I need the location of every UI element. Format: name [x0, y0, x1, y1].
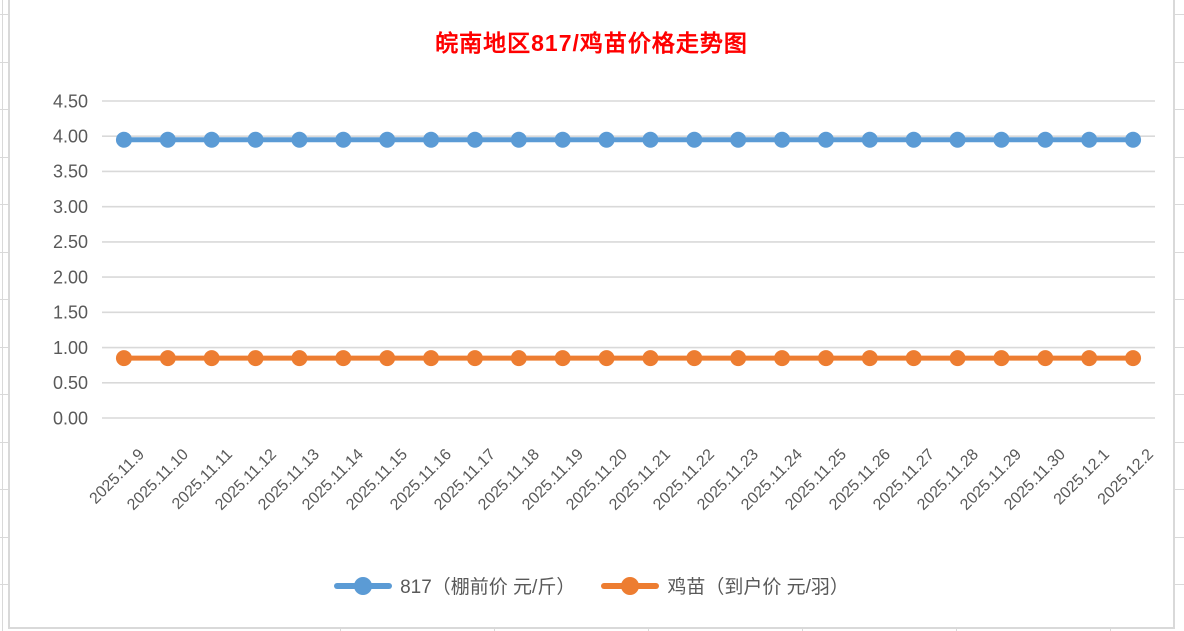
- spreadsheet-gridline: [1175, 14, 1184, 15]
- spreadsheet-gridline: [1175, 489, 1184, 490]
- spreadsheet-gridline: [0, 394, 8, 395]
- data-point: [905, 131, 922, 148]
- legend: 817（棚前价 元/斤） 鸡苗（到户价 元/羽）: [10, 572, 1173, 599]
- spreadsheet-gridline: [1175, 584, 1184, 585]
- y-axis-tick-label: 1.50: [53, 303, 88, 323]
- spreadsheet-gridline: [0, 584, 8, 585]
- spreadsheet-gridline: [0, 61, 8, 63]
- legend-item-817: 817（棚前价 元/斤）: [334, 572, 575, 599]
- data-point: [1081, 350, 1098, 367]
- data-point: [598, 350, 615, 367]
- data-point: [817, 131, 834, 148]
- spreadsheet-gridline: [0, 346, 8, 348]
- data-point: [861, 131, 878, 148]
- data-point: [949, 350, 966, 367]
- data-point: [1037, 350, 1054, 367]
- spreadsheet-gridline: [0, 156, 8, 158]
- spreadsheet-gridline: [1175, 156, 1184, 158]
- data-point: [1037, 131, 1054, 148]
- y-axis-tick-label: 3.50: [53, 162, 88, 182]
- spreadsheet-gridline: [1175, 536, 1184, 538]
- data-point: [423, 131, 440, 148]
- data-point: [861, 350, 878, 367]
- spreadsheet-gridline: [1175, 204, 1184, 205]
- data-point: [993, 350, 1010, 367]
- spreadsheet-gridline: [0, 489, 8, 490]
- y-axis-tick-label: 0.50: [53, 373, 88, 393]
- data-point: [247, 350, 264, 367]
- data-point: [291, 131, 308, 148]
- spreadsheet-gridline: [1175, 109, 1184, 110]
- data-point: [774, 131, 791, 148]
- data-point: [1125, 131, 1142, 148]
- data-point: [993, 131, 1010, 148]
- spreadsheet-gridline: [0, 14, 8, 15]
- data-point: [774, 350, 791, 367]
- y-axis-tick-label: 4.00: [53, 127, 88, 147]
- data-point: [1081, 131, 1098, 148]
- chart-frame: 皖南地区817/鸡苗价格走势图 0.00 0.50 1.00 1.50 2.00 2.50…: [8, 0, 1175, 629]
- data-point: [423, 350, 440, 367]
- data-point: [291, 350, 308, 367]
- data-point: [686, 350, 703, 367]
- data-point: [379, 350, 396, 367]
- data-point: [686, 131, 703, 148]
- data-point: [1125, 350, 1142, 367]
- data-point: [335, 131, 352, 148]
- legend-item-jimiao: 鸡苗（到户价 元/羽）: [601, 572, 849, 599]
- spreadsheet-gridline: [0, 299, 8, 300]
- spreadsheet-gridline: [0, 536, 8, 538]
- y-axis-tick-label: 3.00: [53, 197, 88, 217]
- y-axis-tick-label: 1.00: [53, 338, 88, 358]
- data-point: [949, 131, 966, 148]
- data-point: [510, 131, 527, 148]
- y-axis-tick-label: 0.00: [53, 408, 88, 428]
- data-point: [203, 350, 220, 367]
- data-point: [817, 350, 834, 367]
- legend-dot-icon: [621, 576, 640, 595]
- spreadsheet-gridline: [2, 0, 3, 631]
- legend-dot-icon: [354, 576, 373, 595]
- spreadsheet-gridline: [0, 251, 8, 253]
- data-point: [466, 350, 483, 367]
- data-point: [247, 131, 264, 148]
- data-point: [554, 131, 571, 148]
- spreadsheet-gridline: [1175, 61, 1184, 63]
- data-point: [598, 131, 615, 148]
- spreadsheet-gridline: [0, 204, 8, 205]
- spreadsheet-gridline: [0, 441, 8, 443]
- legend-label-jimiao: 鸡苗（到户价 元/羽）: [667, 577, 849, 598]
- data-point: [203, 131, 220, 148]
- spreadsheet-gridline: [1175, 346, 1184, 348]
- spreadsheet-gridline: [1175, 394, 1184, 395]
- chart-title: 皖南地区817/鸡苗价格走势图: [435, 30, 748, 56]
- data-point: [466, 131, 483, 148]
- spreadsheet-gridline: [1175, 299, 1184, 300]
- y-axis-tick-label: 2.50: [53, 232, 88, 252]
- data-point: [730, 131, 747, 148]
- data-point: [379, 131, 396, 148]
- data-point: [115, 131, 132, 148]
- legend-label-817: 817（棚前价 元/斤）: [400, 577, 576, 598]
- spreadsheet-gridline: [1175, 251, 1184, 253]
- data-point: [115, 350, 132, 367]
- data-point: [905, 350, 922, 367]
- y-axis-tick-label: 2.00: [53, 267, 88, 287]
- data-point: [730, 350, 747, 367]
- data-point: [554, 350, 571, 367]
- plot-area: 0.00 0.50 1.00 1.50 2.00 2.50 3.00 3.50 4.00 4.50: [53, 91, 1155, 428]
- legend-marker-817: [334, 576, 393, 595]
- y-axis-tick-label: 4.50: [53, 91, 88, 111]
- data-point: [159, 131, 176, 148]
- spreadsheet-gridline: [1175, 441, 1184, 443]
- spreadsheet-gridline: [0, 109, 8, 110]
- data-point: [159, 350, 176, 367]
- data-point: [642, 350, 659, 367]
- legend-marker-jimiao: [601, 576, 660, 595]
- data-point: [642, 131, 659, 148]
- data-point: [510, 350, 527, 367]
- data-point: [335, 350, 352, 367]
